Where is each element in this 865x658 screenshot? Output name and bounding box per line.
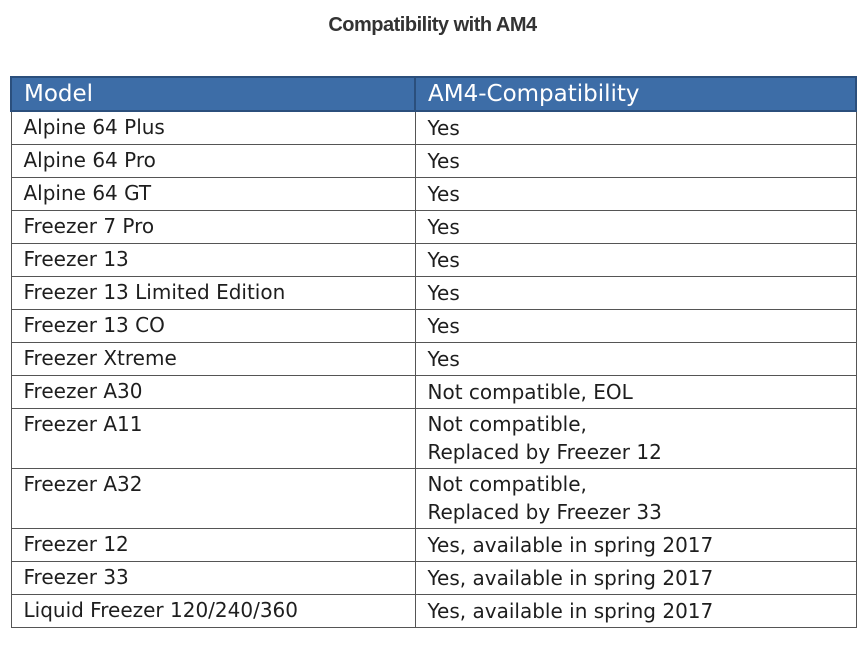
table-row: Freezer 13 Yes xyxy=(10,242,857,277)
compatibility-text: Not compatible, xyxy=(427,471,587,496)
compatibility-cell: Yes, available in spring 2017 xyxy=(414,527,857,562)
compatibility-text: Yes xyxy=(427,346,460,371)
model-cell: Freezer A32 xyxy=(10,467,416,529)
model-cell: Alpine 64 Plus xyxy=(10,110,416,145)
compatibility-text: Yes, available in spring 2017 xyxy=(427,565,714,590)
table-row: Freezer A32 Not compatible, Replaced by Fr… xyxy=(10,467,857,529)
table-row: Freezer A30 Not compatible, EOL xyxy=(10,374,857,409)
model-cell: Freezer 12 xyxy=(10,527,416,562)
compatibility-text: Replaced by Freezer 33 xyxy=(427,499,662,524)
model-cell: Freezer Xtreme xyxy=(10,341,416,376)
compatibility-cell: Yes xyxy=(414,176,857,211)
compatibility-cell: Yes, available in spring 2017 xyxy=(414,560,857,595)
table-row: Freezer 13 Limited Edition Yes xyxy=(10,275,857,310)
compatibility-cell: Yes, available in spring 2017 xyxy=(414,593,857,628)
compatibility-cell: Yes xyxy=(414,242,857,277)
compatibility-text: Yes xyxy=(427,116,460,140)
compatibility-cell: Not compatible, Replaced by Freezer 33 xyxy=(414,467,857,529)
model-cell: Freezer 13 xyxy=(10,242,416,277)
compatibility-cell: Yes xyxy=(414,209,857,244)
model-cell: Freezer 33 xyxy=(10,560,416,595)
table-row: Freezer 13 CO Yes xyxy=(10,308,857,343)
table-row: Alpine 64 GT Yes xyxy=(10,176,857,211)
model-cell: Freezer A11 xyxy=(10,407,416,469)
compatibility-text: Yes xyxy=(427,148,460,173)
compatibility-cell: Yes xyxy=(414,110,857,145)
compatibility-table: Model AM4-Compatibility Alpine 64 Plus Ye… xyxy=(10,76,857,628)
table-row: Alpine 64 Plus Yes xyxy=(10,110,857,145)
column-header-model: Model xyxy=(10,76,416,112)
model-cell: Freezer A30 xyxy=(10,374,416,409)
compatibility-text: Yes xyxy=(427,280,460,305)
model-cell: Freezer 13 CO xyxy=(10,308,416,343)
table-row: Freezer Xtreme Yes xyxy=(10,341,857,376)
compatibility-text: Not compatible, xyxy=(427,411,587,436)
compatibility-text: Replaced by Freezer 12 xyxy=(427,439,662,464)
table-row: Alpine 64 Pro Yes xyxy=(10,143,857,178)
compatibility-text: Not compatible, EOL xyxy=(427,379,633,404)
table-row: Freezer 12 Yes, available in spring 2017 xyxy=(10,527,857,562)
chart-title: Compatibility with AM4 xyxy=(328,14,537,36)
model-cell: Alpine 64 GT xyxy=(10,176,416,211)
compatibility-cell: Not compatible, EOL xyxy=(414,374,857,409)
compatibility-cell: Yes xyxy=(414,143,857,178)
compatibility-cell: Yes xyxy=(414,275,857,310)
compatibility-cell: Yes xyxy=(414,341,857,376)
compatibility-text: Yes xyxy=(427,313,460,338)
table-header-row: Model AM4-Compatibility xyxy=(10,76,857,112)
compatibility-text: Yes, available in spring 2017 xyxy=(427,532,714,557)
table-row: Liquid Freezer 120/240/360 Yes, available… xyxy=(10,593,857,628)
table-body: Alpine 64 Plus Yes Alpine 64 Pro Yes Alpine … xyxy=(10,110,857,628)
table-row: Freezer 7 Pro Yes xyxy=(10,209,857,244)
table-row: Freezer 33 Yes, available in spring 2017 xyxy=(10,560,857,595)
column-header-am4-compatibility: AM4-Compatibility xyxy=(414,76,857,112)
compatibility-text: Yes xyxy=(427,181,460,206)
table-row: Freezer A11 Not compatible, Replaced by Fr… xyxy=(10,407,857,469)
compatibility-text: Yes xyxy=(427,247,460,272)
compatibility-cell: Yes xyxy=(414,308,857,343)
compatibility-cell: Not compatible, Replaced by Freezer 12 xyxy=(414,407,857,469)
compatibility-table-container: Model AM4-Compatibility Alpine 64 Plus Ye… xyxy=(10,76,857,628)
model-cell: Freezer 13 Limited Edition xyxy=(10,275,416,310)
model-cell: Liquid Freezer 120/240/360 xyxy=(10,593,416,628)
compatibility-text: Yes, available in spring 2017 xyxy=(427,598,714,623)
compatibility-text: Yes xyxy=(427,214,460,239)
model-cell: Freezer 7 Pro xyxy=(10,209,416,244)
model-cell: Alpine 64 Pro xyxy=(10,143,416,178)
